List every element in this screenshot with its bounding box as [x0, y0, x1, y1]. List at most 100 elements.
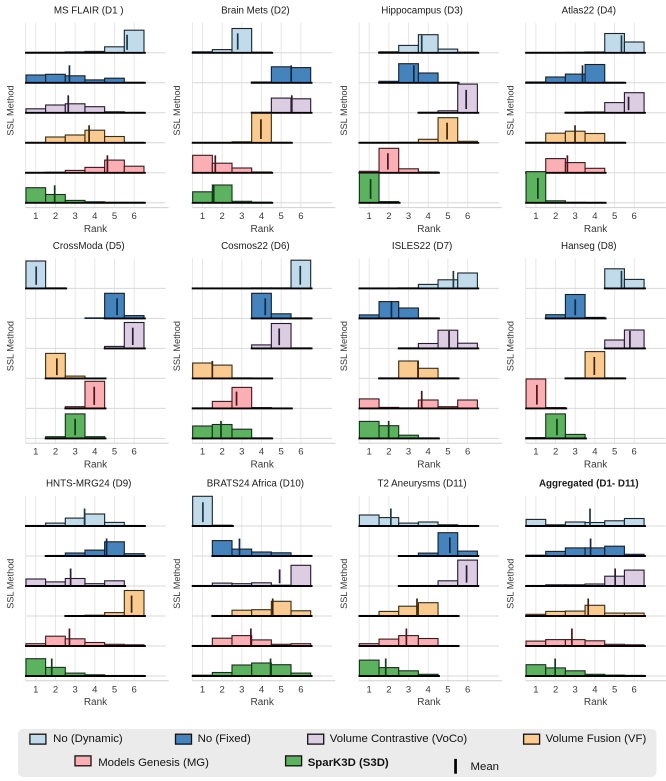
svg-text:5: 5 [445, 447, 450, 458]
svg-text:Volume Contrastive (VoCo): Volume Contrastive (VoCo) [330, 733, 468, 745]
svg-text:Rank: Rank [584, 460, 608, 471]
svg-text:3: 3 [406, 211, 411, 222]
svg-text:3: 3 [239, 684, 244, 695]
svg-text:5: 5 [112, 447, 117, 458]
svg-text:SSL Method: SSL Method [339, 321, 349, 371]
svg-text:Hanseg (D8): Hanseg (D8) [561, 241, 617, 252]
svg-text:4: 4 [592, 211, 597, 222]
svg-text:SSL Method: SSL Method [5, 559, 15, 609]
svg-text:1: 1 [533, 447, 538, 458]
svg-text:No (Dynamic): No (Dynamic) [53, 733, 123, 745]
svg-text:6: 6 [632, 447, 637, 458]
svg-text:1: 1 [367, 211, 372, 222]
svg-text:Brain Mets (D2): Brain Mets (D2) [221, 6, 290, 17]
svg-text:Rank: Rank [84, 460, 108, 471]
svg-text:3: 3 [239, 211, 244, 222]
svg-text:3: 3 [573, 447, 578, 458]
svg-text:3: 3 [239, 447, 244, 458]
svg-text:3: 3 [406, 684, 411, 695]
svg-text:2: 2 [553, 211, 558, 222]
svg-text:1: 1 [533, 211, 538, 222]
svg-text:4: 4 [426, 211, 431, 222]
svg-text:4: 4 [259, 211, 264, 222]
svg-text:1: 1 [200, 211, 205, 222]
svg-text:5: 5 [612, 211, 617, 222]
svg-text:SSL Method: SSL Method [172, 85, 182, 135]
svg-text:3: 3 [573, 684, 578, 695]
svg-text:SSL Method: SSL Method [172, 321, 182, 371]
svg-text:6: 6 [632, 684, 637, 695]
svg-text:2: 2 [553, 447, 558, 458]
svg-text:3: 3 [406, 447, 411, 458]
svg-text:4: 4 [92, 447, 97, 458]
svg-text:2: 2 [386, 211, 391, 222]
svg-text:SSL Method: SSL Method [506, 559, 516, 609]
svg-text:5: 5 [612, 684, 617, 695]
svg-text:6: 6 [298, 211, 303, 222]
svg-text:Rank: Rank [584, 224, 608, 235]
svg-text:5: 5 [612, 447, 617, 458]
svg-text:Cosmos22 (D6): Cosmos22 (D6) [221, 241, 290, 252]
svg-text:HNTS-MRG24 (D9): HNTS-MRG24 (D9) [46, 479, 131, 490]
svg-text:Aggregated (D1- D11): Aggregated (D1- D11) [539, 479, 639, 490]
svg-text:Rank: Rank [84, 224, 108, 235]
svg-text:SSL Method: SSL Method [339, 85, 349, 135]
svg-text:2: 2 [53, 684, 58, 695]
svg-text:No (Fixed): No (Fixed) [198, 733, 251, 745]
svg-text:2: 2 [220, 447, 225, 458]
svg-text:6: 6 [132, 684, 137, 695]
svg-text:4: 4 [259, 684, 264, 695]
svg-text:MS FLAIR (D1 ): MS FLAIR (D1 ) [54, 6, 124, 17]
svg-text:Rank: Rank [417, 697, 441, 708]
svg-text:5: 5 [112, 211, 117, 222]
svg-text:6: 6 [465, 211, 470, 222]
svg-text:Mean: Mean [471, 761, 500, 773]
svg-text:5: 5 [445, 684, 450, 695]
svg-text:4: 4 [426, 684, 431, 695]
svg-text:4: 4 [592, 447, 597, 458]
svg-text:3: 3 [72, 684, 77, 695]
svg-text:Rank: Rank [251, 460, 275, 471]
svg-text:6: 6 [132, 211, 137, 222]
svg-text:Volume Fusion (VF): Volume Fusion (VF) [546, 733, 647, 745]
svg-text:Hippocampus (D3): Hippocampus (D3) [381, 6, 463, 17]
svg-text:6: 6 [465, 447, 470, 458]
svg-text:Rank: Rank [417, 224, 441, 235]
svg-text:ISLES22 (D7): ISLES22 (D7) [392, 241, 452, 252]
svg-text:2: 2 [53, 211, 58, 222]
svg-text:1: 1 [33, 211, 38, 222]
svg-text:Rank: Rank [84, 697, 108, 708]
svg-text:3: 3 [72, 447, 77, 458]
svg-text:2: 2 [53, 447, 58, 458]
svg-text:SSL Method: SSL Method [5, 321, 15, 371]
svg-text:Rank: Rank [251, 697, 275, 708]
svg-text:SSL Method: SSL Method [5, 85, 15, 135]
svg-text:6: 6 [298, 684, 303, 695]
svg-text:4: 4 [92, 211, 97, 222]
svg-text:2: 2 [553, 684, 558, 695]
svg-text:1: 1 [200, 684, 205, 695]
svg-text:5: 5 [279, 211, 284, 222]
svg-text:2: 2 [220, 211, 225, 222]
svg-text:1: 1 [33, 447, 38, 458]
svg-text:4: 4 [426, 447, 431, 458]
svg-text:5: 5 [279, 684, 284, 695]
svg-text:3: 3 [72, 211, 77, 222]
svg-text:6: 6 [465, 684, 470, 695]
svg-text:SSL Method: SSL Method [172, 559, 182, 609]
svg-text:4: 4 [92, 684, 97, 695]
svg-text:SSL Method: SSL Method [506, 85, 516, 135]
svg-text:4: 4 [259, 447, 264, 458]
svg-text:5: 5 [112, 684, 117, 695]
svg-text:6: 6 [632, 211, 637, 222]
svg-text:1: 1 [33, 684, 38, 695]
svg-text:SSL Method: SSL Method [506, 321, 516, 371]
svg-text:2: 2 [386, 684, 391, 695]
svg-text:CrossModa (D5): CrossModa (D5) [53, 241, 125, 252]
svg-text:1: 1 [533, 684, 538, 695]
svg-text:3: 3 [573, 211, 578, 222]
svg-text:1: 1 [367, 684, 372, 695]
svg-text:1: 1 [200, 447, 205, 458]
svg-text:4: 4 [592, 684, 597, 695]
svg-text:SparK3D (S3D): SparK3D (S3D) [308, 757, 389, 769]
